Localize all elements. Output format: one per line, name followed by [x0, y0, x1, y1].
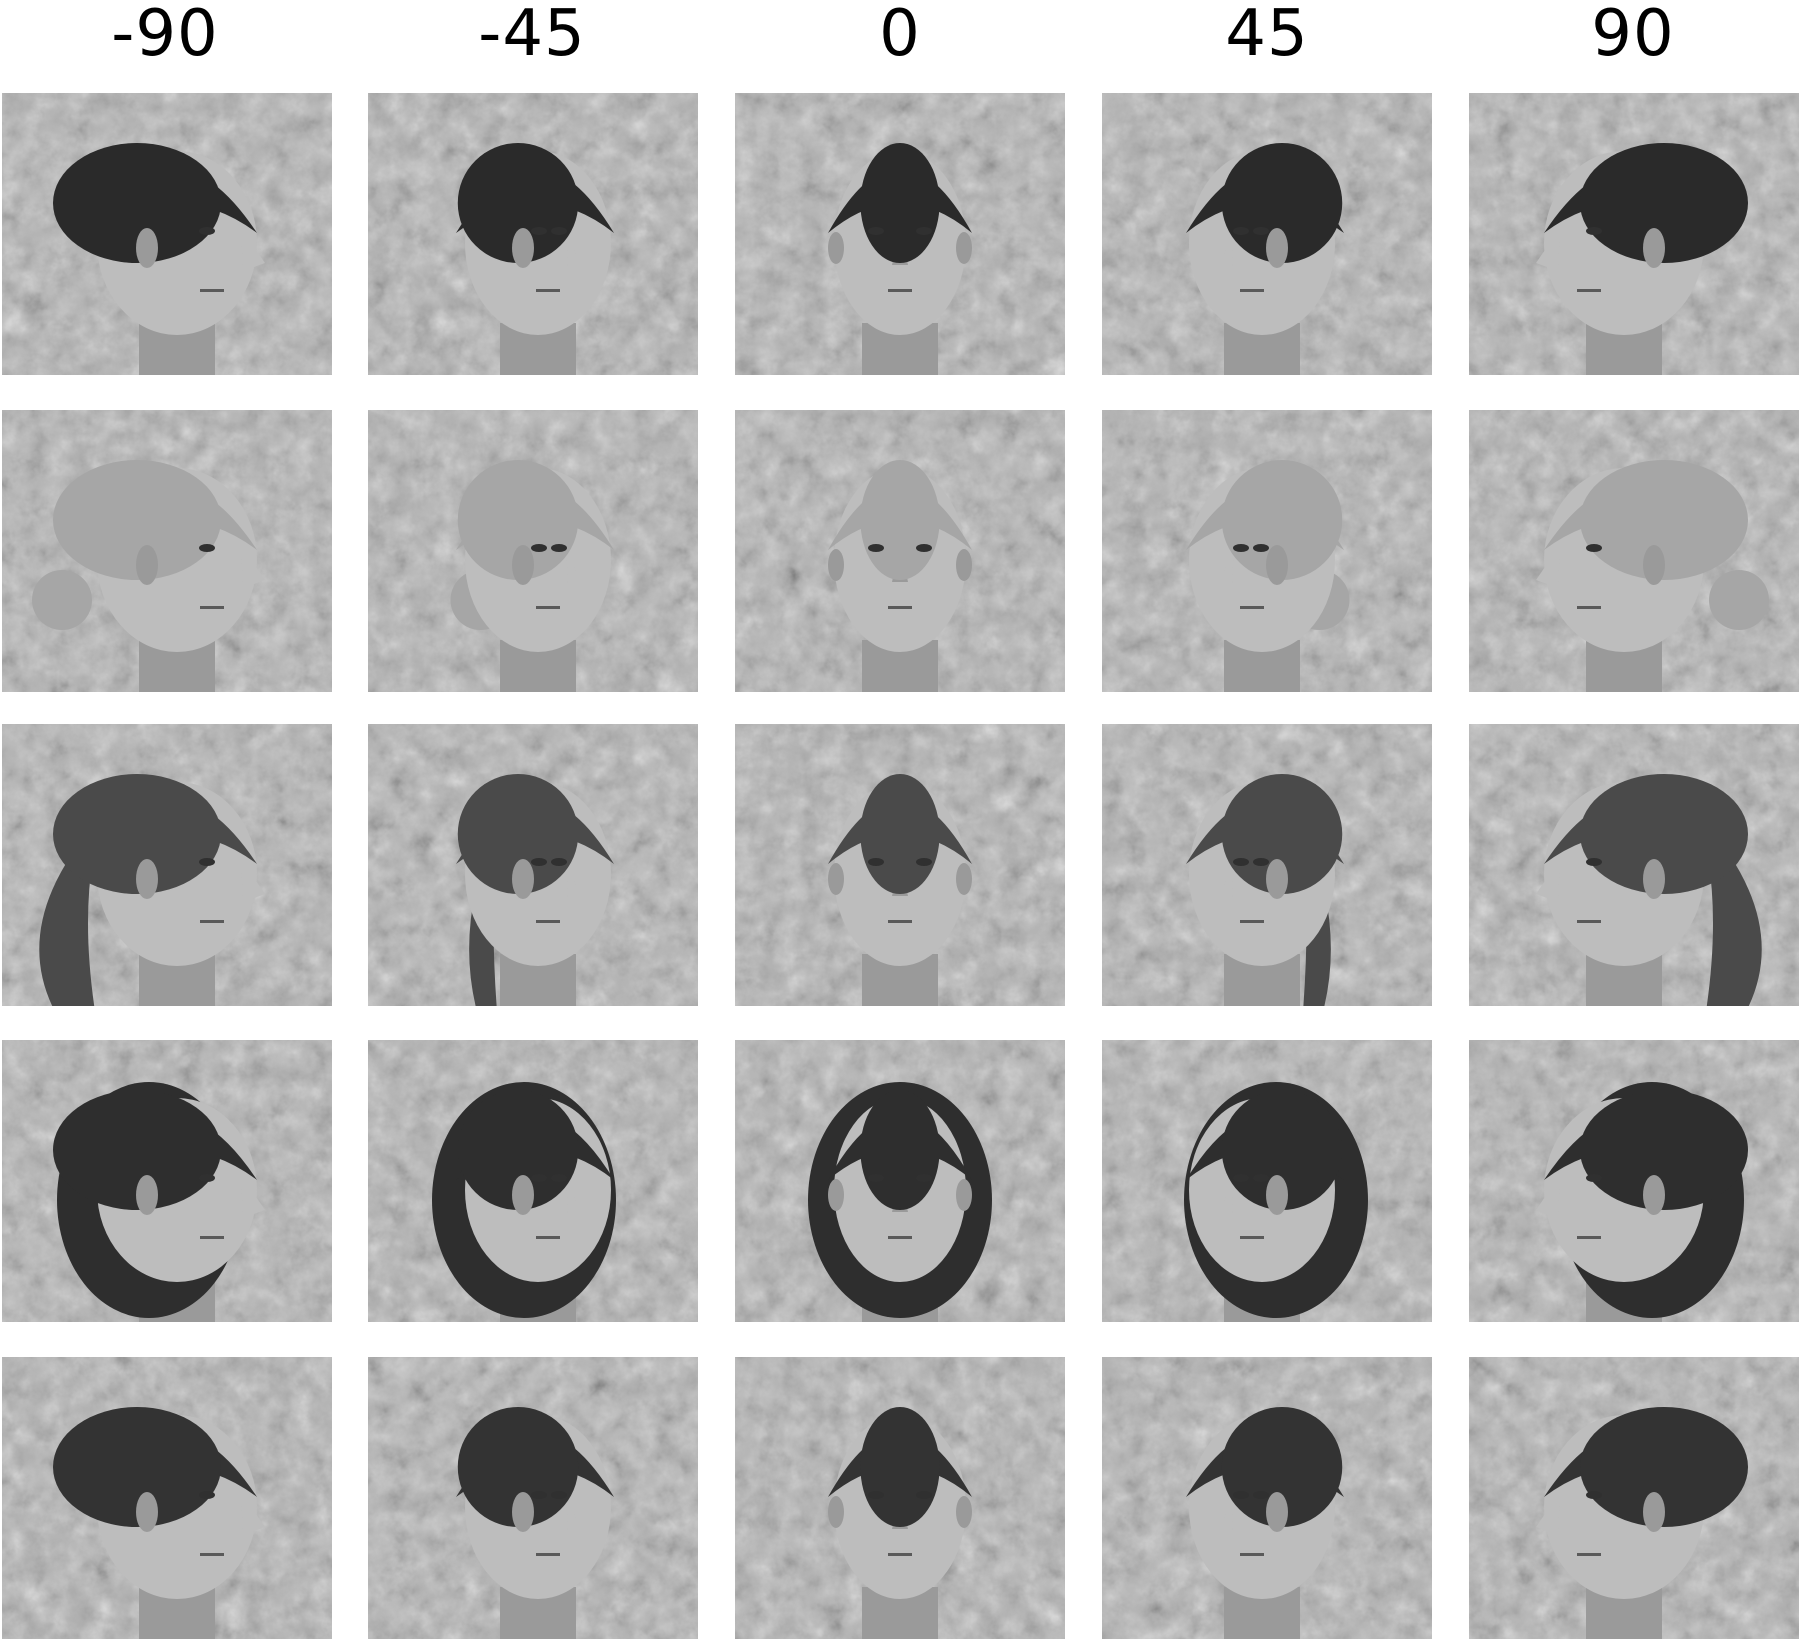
face-photo-female-bob-0 [735, 1040, 1065, 1322]
face-photo-female-ponytail-minus-90 [2, 724, 332, 1006]
angle-label-minus-90: -90 [111, 0, 219, 71]
face-photo-female-ponytail-90 [1469, 724, 1799, 1006]
face-photo-male-curly-hair-90 [1469, 1357, 1799, 1639]
face-photo-male-dark-hair-0 [735, 93, 1065, 375]
face-photo-female-blonde-bun-45 [1102, 410, 1432, 692]
face-photo-female-bob-minus-45 [368, 1040, 698, 1322]
face-photo-female-blonde-bun-0 [735, 410, 1065, 692]
face-photo-male-curly-hair-45 [1102, 1357, 1432, 1639]
angle-label-90: 90 [1591, 0, 1675, 71]
angle-label-45: 45 [1225, 0, 1309, 71]
face-photo-female-blonde-bun-minus-90 [2, 410, 332, 692]
face-photo-male-curly-hair-minus-45 [368, 1357, 698, 1639]
face-photo-male-dark-hair-minus-90 [2, 93, 332, 375]
face-photo-female-bob-45 [1102, 1040, 1432, 1322]
face-photo-female-ponytail-minus-45 [368, 724, 698, 1006]
angle-label-minus-45: -45 [478, 0, 586, 71]
face-photo-male-dark-hair-90 [1469, 93, 1799, 375]
face-photo-female-bob-minus-90 [2, 1040, 332, 1322]
face-photo-male-dark-hair-45 [1102, 93, 1432, 375]
angle-label-0: 0 [879, 0, 921, 71]
face-photo-male-curly-hair-0 [735, 1357, 1065, 1639]
face-photo-female-blonde-bun-90 [1469, 410, 1799, 692]
face-photo-female-blonde-bun-minus-45 [368, 410, 698, 692]
face-photo-female-bob-90 [1469, 1040, 1799, 1322]
face-photo-male-curly-hair-minus-90 [2, 1357, 332, 1639]
face-photo-male-dark-hair-minus-45 [368, 93, 698, 375]
face-photo-female-ponytail-45 [1102, 724, 1432, 1006]
face-photo-female-ponytail-0 [735, 724, 1065, 1006]
